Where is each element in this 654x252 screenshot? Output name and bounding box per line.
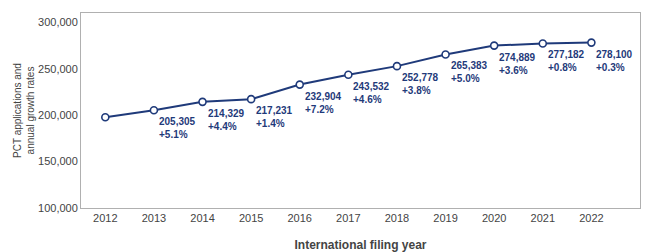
svg-text:232,904: 232,904	[305, 91, 342, 102]
svg-text:243,532: 243,532	[353, 81, 390, 92]
svg-text:2016: 2016	[287, 212, 311, 224]
svg-text:278,100: 278,100	[596, 49, 633, 60]
svg-text:+4.6%: +4.6%	[353, 94, 382, 105]
svg-text:+3.8%: +3.8%	[402, 85, 431, 96]
svg-text:2013: 2013	[142, 212, 166, 224]
svg-text:252,778: 252,778	[402, 72, 439, 83]
svg-text:217,231: 217,231	[256, 105, 293, 116]
svg-text:+5.0%: +5.0%	[451, 73, 480, 84]
svg-text:205,305: 205,305	[159, 116, 196, 127]
svg-text:265,383: 265,383	[451, 60, 488, 71]
svg-text:+5.1%: +5.1%	[159, 129, 188, 140]
svg-text:277,182: 277,182	[548, 49, 585, 60]
svg-text:250,000: 250,000	[38, 63, 78, 75]
svg-text:2018: 2018	[385, 212, 409, 224]
svg-text:100,000: 100,000	[38, 202, 78, 214]
svg-text:2022: 2022	[579, 212, 603, 224]
svg-text:2019: 2019	[433, 212, 457, 224]
svg-text:214,329: 214,329	[208, 108, 245, 119]
svg-text:2014: 2014	[190, 212, 214, 224]
svg-text:2017: 2017	[336, 212, 360, 224]
svg-text:274,889: 274,889	[499, 52, 536, 63]
svg-text:300,000: 300,000	[38, 16, 78, 28]
svg-text:International filing year: International filing year	[294, 238, 426, 252]
svg-text:2012: 2012	[93, 212, 117, 224]
svg-text:2020: 2020	[482, 212, 506, 224]
svg-text:+1.4%: +1.4%	[256, 118, 285, 129]
svg-text:+0.8%: +0.8%	[548, 62, 577, 73]
svg-text:+4.4%: +4.4%	[208, 121, 237, 132]
svg-text:2021: 2021	[531, 212, 555, 224]
svg-text:+0.3%: +0.3%	[596, 62, 625, 73]
svg-text:+7.2%: +7.2%	[305, 104, 334, 115]
svg-text:+3.6%: +3.6%	[499, 65, 528, 76]
svg-text:150,000: 150,000	[38, 155, 78, 167]
svg-text:200,000: 200,000	[38, 109, 78, 121]
svg-text:2015: 2015	[239, 212, 263, 224]
svg-text:PCT applications andannual gro: PCT applications andannual growth rates	[12, 63, 36, 158]
